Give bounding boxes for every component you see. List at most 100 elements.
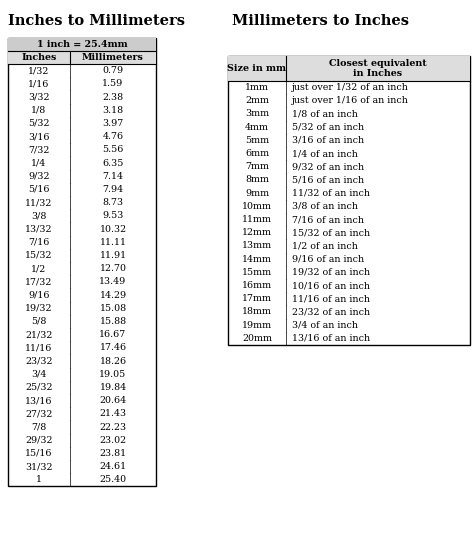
Text: 11/32 of an inch: 11/32 of an inch <box>292 189 370 198</box>
Text: 5/16: 5/16 <box>28 185 50 194</box>
Text: 19.84: 19.84 <box>100 383 127 392</box>
Text: 3/32: 3/32 <box>28 92 50 102</box>
Text: 25/32: 25/32 <box>25 383 53 392</box>
Text: 18mm: 18mm <box>242 307 272 316</box>
Text: 9mm: 9mm <box>245 189 269 198</box>
Text: 1/4 of an inch: 1/4 of an inch <box>292 149 358 158</box>
Text: 5.56: 5.56 <box>102 145 124 154</box>
Text: 3/8: 3/8 <box>31 211 46 220</box>
Text: 27/32: 27/32 <box>25 409 53 418</box>
Text: 19/32: 19/32 <box>25 304 53 312</box>
Text: 10mm: 10mm <box>242 202 272 211</box>
Text: in Inches: in Inches <box>354 69 402 78</box>
Text: 19mm: 19mm <box>242 321 272 330</box>
Text: 19/32 of an inch: 19/32 of an inch <box>292 268 370 277</box>
Text: 9.53: 9.53 <box>102 211 124 220</box>
Text: 1.59: 1.59 <box>102 79 124 88</box>
Text: just over 1/16 of an inch: just over 1/16 of an inch <box>292 96 409 105</box>
Text: 11/16 of an inch: 11/16 of an inch <box>292 294 370 303</box>
Text: 25.40: 25.40 <box>100 475 127 484</box>
Text: Millimeters to Inches: Millimeters to Inches <box>232 14 409 28</box>
Text: 6mm: 6mm <box>245 149 269 158</box>
Text: 7/32: 7/32 <box>28 145 50 154</box>
Text: 31/32: 31/32 <box>25 462 53 471</box>
Text: 11.91: 11.91 <box>100 251 127 260</box>
Text: 2mm: 2mm <box>245 96 269 105</box>
Text: 17/32: 17/32 <box>25 277 53 286</box>
Text: Size in mm: Size in mm <box>228 64 286 73</box>
Text: Closest equivalent: Closest equivalent <box>329 59 427 68</box>
Text: 5mm: 5mm <box>245 136 269 145</box>
Text: 19.05: 19.05 <box>100 370 127 379</box>
Text: 1/4: 1/4 <box>31 159 46 168</box>
Text: 13/32: 13/32 <box>25 225 53 233</box>
Text: 6.35: 6.35 <box>102 159 124 168</box>
Text: 3.97: 3.97 <box>102 119 124 128</box>
Text: 14.29: 14.29 <box>100 290 127 300</box>
Text: 7mm: 7mm <box>245 162 269 171</box>
Text: 7/8: 7/8 <box>31 422 46 431</box>
Text: 23.81: 23.81 <box>100 449 127 458</box>
Text: 9/32: 9/32 <box>28 171 50 181</box>
Text: 15/32 of an inch: 15/32 of an inch <box>292 228 370 237</box>
Text: 8mm: 8mm <box>245 175 269 185</box>
Text: 12mm: 12mm <box>242 228 272 237</box>
Text: 20.64: 20.64 <box>100 396 127 405</box>
Text: 1/8 of an inch: 1/8 of an inch <box>292 109 358 118</box>
Text: 3.18: 3.18 <box>102 106 124 114</box>
Text: 7/16 of an inch: 7/16 of an inch <box>292 215 364 224</box>
Text: 1 inch = 25.4mm: 1 inch = 25.4mm <box>36 40 128 49</box>
Text: 18.26: 18.26 <box>100 357 127 366</box>
Text: 15/16: 15/16 <box>25 449 53 458</box>
Text: 1/2: 1/2 <box>31 264 46 273</box>
Text: 3/16: 3/16 <box>28 132 50 141</box>
Text: 13/16: 13/16 <box>25 396 53 405</box>
Text: 12.70: 12.70 <box>100 264 127 273</box>
Text: 3/4: 3/4 <box>31 370 46 379</box>
Text: 11/32: 11/32 <box>25 198 53 207</box>
Text: 15mm: 15mm <box>242 268 272 277</box>
Text: 23/32: 23/32 <box>25 357 53 366</box>
Text: 13.49: 13.49 <box>100 277 127 286</box>
Text: 23/32 of an inch: 23/32 of an inch <box>292 307 370 316</box>
Text: 20mm: 20mm <box>242 334 272 343</box>
Text: Millimeters: Millimeters <box>82 53 144 62</box>
Text: 8.73: 8.73 <box>102 198 124 207</box>
Text: 21.43: 21.43 <box>100 409 127 418</box>
Text: 11/16: 11/16 <box>25 343 53 352</box>
Bar <box>228 56 470 345</box>
Text: 9/16: 9/16 <box>28 290 50 300</box>
Text: 21/32: 21/32 <box>25 330 53 339</box>
Bar <box>228 56 470 81</box>
Text: Inches: Inches <box>21 53 57 62</box>
Text: 23.02: 23.02 <box>100 436 127 445</box>
Text: 1mm: 1mm <box>245 83 269 92</box>
Text: 9/32 of an inch: 9/32 of an inch <box>292 162 364 171</box>
Text: 5/32 of an inch: 5/32 of an inch <box>292 123 364 132</box>
Bar <box>8 51 156 64</box>
Text: 1/2 of an inch: 1/2 of an inch <box>292 242 358 251</box>
Text: 1/8: 1/8 <box>31 106 46 114</box>
Bar <box>8 38 156 487</box>
Text: 7.94: 7.94 <box>102 185 124 194</box>
Text: 24.61: 24.61 <box>100 462 127 471</box>
Text: 13mm: 13mm <box>242 242 272 251</box>
Text: 1/16: 1/16 <box>28 79 50 88</box>
Text: 3/4 of an inch: 3/4 of an inch <box>292 321 358 330</box>
Text: just over 1/32 of an inch: just over 1/32 of an inch <box>292 83 409 92</box>
Text: 29/32: 29/32 <box>25 436 53 445</box>
Text: 0.79: 0.79 <box>102 66 124 75</box>
Text: 13/16 of an inch: 13/16 of an inch <box>292 334 370 343</box>
Bar <box>8 38 156 51</box>
Text: 1: 1 <box>36 475 42 484</box>
Text: 5/16 of an inch: 5/16 of an inch <box>292 175 364 185</box>
Text: 7.14: 7.14 <box>102 171 124 181</box>
Text: 5/32: 5/32 <box>28 119 50 128</box>
Text: 5/8: 5/8 <box>31 317 46 326</box>
Text: 3mm: 3mm <box>245 109 269 118</box>
Text: 7/16: 7/16 <box>28 238 50 247</box>
Text: 3/8 of an inch: 3/8 of an inch <box>292 202 358 211</box>
Text: 14mm: 14mm <box>242 255 272 264</box>
Text: 4.76: 4.76 <box>102 132 124 141</box>
Text: 16.67: 16.67 <box>100 330 127 339</box>
